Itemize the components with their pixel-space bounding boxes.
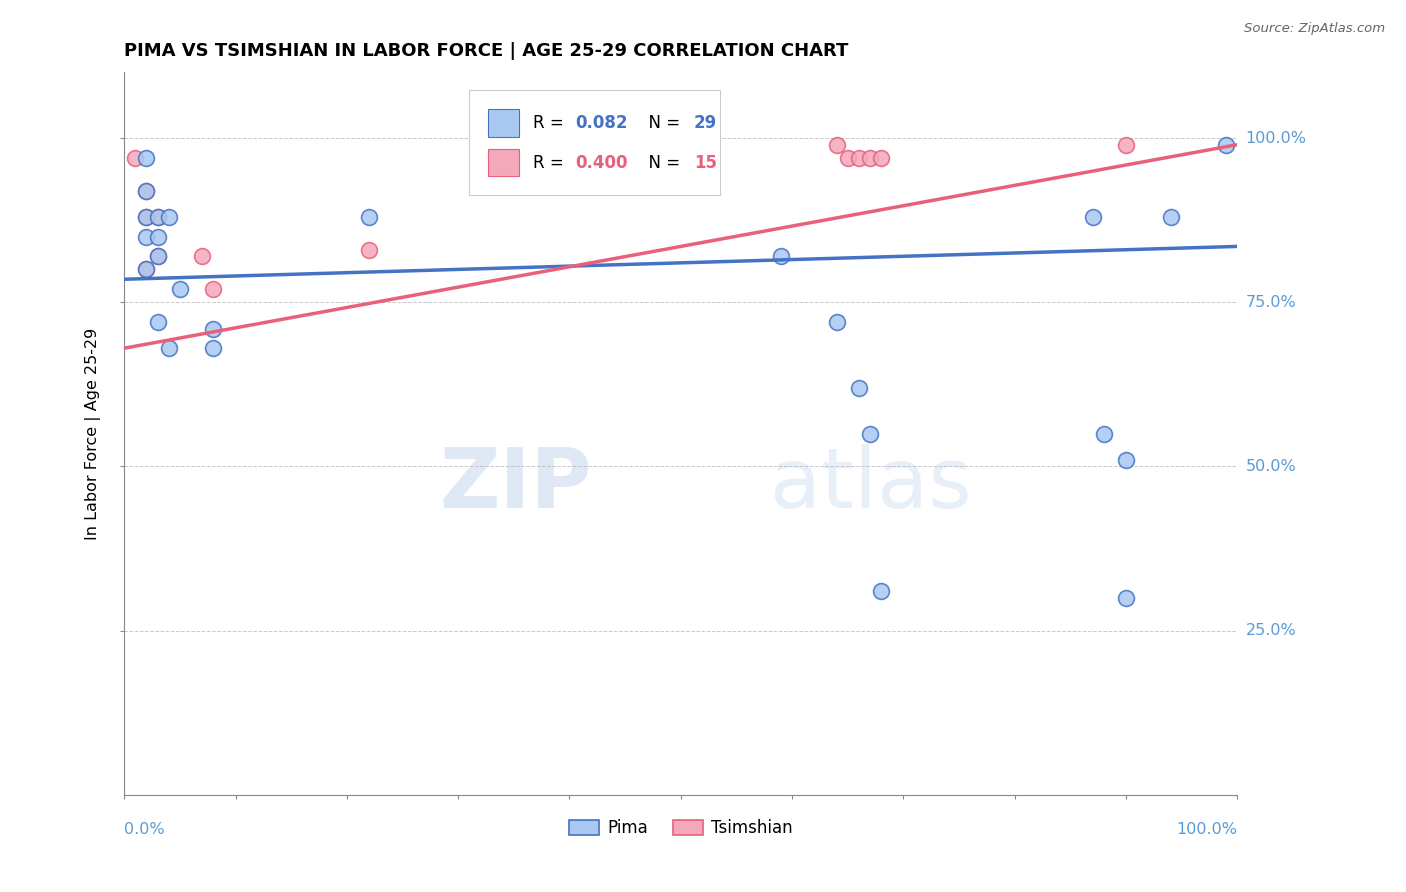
Point bbox=[1160, 210, 1182, 224]
Point bbox=[157, 210, 180, 224]
Point bbox=[146, 210, 169, 224]
Point bbox=[135, 262, 157, 277]
Text: ZIP: ZIP bbox=[439, 443, 592, 524]
Text: N =: N = bbox=[638, 114, 686, 132]
Text: 100.0%: 100.0% bbox=[1177, 822, 1237, 838]
Text: 15: 15 bbox=[695, 153, 717, 172]
Text: N =: N = bbox=[638, 153, 686, 172]
Point bbox=[135, 210, 157, 224]
Point bbox=[135, 151, 157, 165]
Point bbox=[135, 210, 157, 224]
Point bbox=[848, 381, 870, 395]
Point bbox=[870, 151, 893, 165]
Point bbox=[202, 341, 225, 355]
Point bbox=[146, 315, 169, 329]
Point bbox=[359, 210, 381, 224]
FancyBboxPatch shape bbox=[488, 109, 519, 136]
Text: 50.0%: 50.0% bbox=[1246, 458, 1296, 474]
Text: 29: 29 bbox=[695, 114, 717, 132]
Text: 75.0%: 75.0% bbox=[1246, 294, 1296, 310]
Point bbox=[146, 229, 169, 244]
Text: 25.0%: 25.0% bbox=[1246, 623, 1296, 638]
Point bbox=[169, 282, 191, 296]
Point bbox=[825, 137, 848, 152]
Point bbox=[202, 282, 225, 296]
Point bbox=[124, 151, 146, 165]
Point bbox=[135, 262, 157, 277]
Point bbox=[146, 249, 169, 263]
Point bbox=[1115, 453, 1137, 467]
Point bbox=[1115, 137, 1137, 152]
Text: 0.0%: 0.0% bbox=[124, 822, 165, 838]
Point bbox=[135, 229, 157, 244]
Y-axis label: In Labor Force | Age 25-29: In Labor Force | Age 25-29 bbox=[86, 327, 101, 540]
Point bbox=[769, 249, 792, 263]
Text: Source: ZipAtlas.com: Source: ZipAtlas.com bbox=[1244, 22, 1385, 36]
Point bbox=[870, 584, 893, 599]
Point bbox=[859, 426, 882, 441]
Point bbox=[135, 184, 157, 198]
Point bbox=[1215, 137, 1237, 152]
Point bbox=[146, 249, 169, 263]
Text: 100.0%: 100.0% bbox=[1246, 130, 1306, 145]
Point bbox=[859, 151, 882, 165]
Legend: Pima, Tsimshian: Pima, Tsimshian bbox=[562, 813, 800, 844]
Point bbox=[359, 243, 381, 257]
Point bbox=[191, 249, 214, 263]
Point bbox=[202, 321, 225, 335]
Text: R =: R = bbox=[533, 153, 568, 172]
Point bbox=[157, 341, 180, 355]
FancyBboxPatch shape bbox=[470, 90, 720, 195]
Point bbox=[825, 315, 848, 329]
Point bbox=[837, 151, 859, 165]
Text: 0.400: 0.400 bbox=[575, 153, 627, 172]
Text: R =: R = bbox=[533, 114, 568, 132]
Point bbox=[135, 184, 157, 198]
Text: 0.082: 0.082 bbox=[575, 114, 627, 132]
Point bbox=[1081, 210, 1104, 224]
FancyBboxPatch shape bbox=[488, 149, 519, 177]
Point bbox=[1115, 591, 1137, 605]
Point bbox=[1092, 426, 1115, 441]
Text: atlas: atlas bbox=[770, 443, 972, 524]
Point bbox=[146, 210, 169, 224]
Point bbox=[848, 151, 870, 165]
Text: PIMA VS TSIMSHIAN IN LABOR FORCE | AGE 25-29 CORRELATION CHART: PIMA VS TSIMSHIAN IN LABOR FORCE | AGE 2… bbox=[124, 42, 849, 60]
